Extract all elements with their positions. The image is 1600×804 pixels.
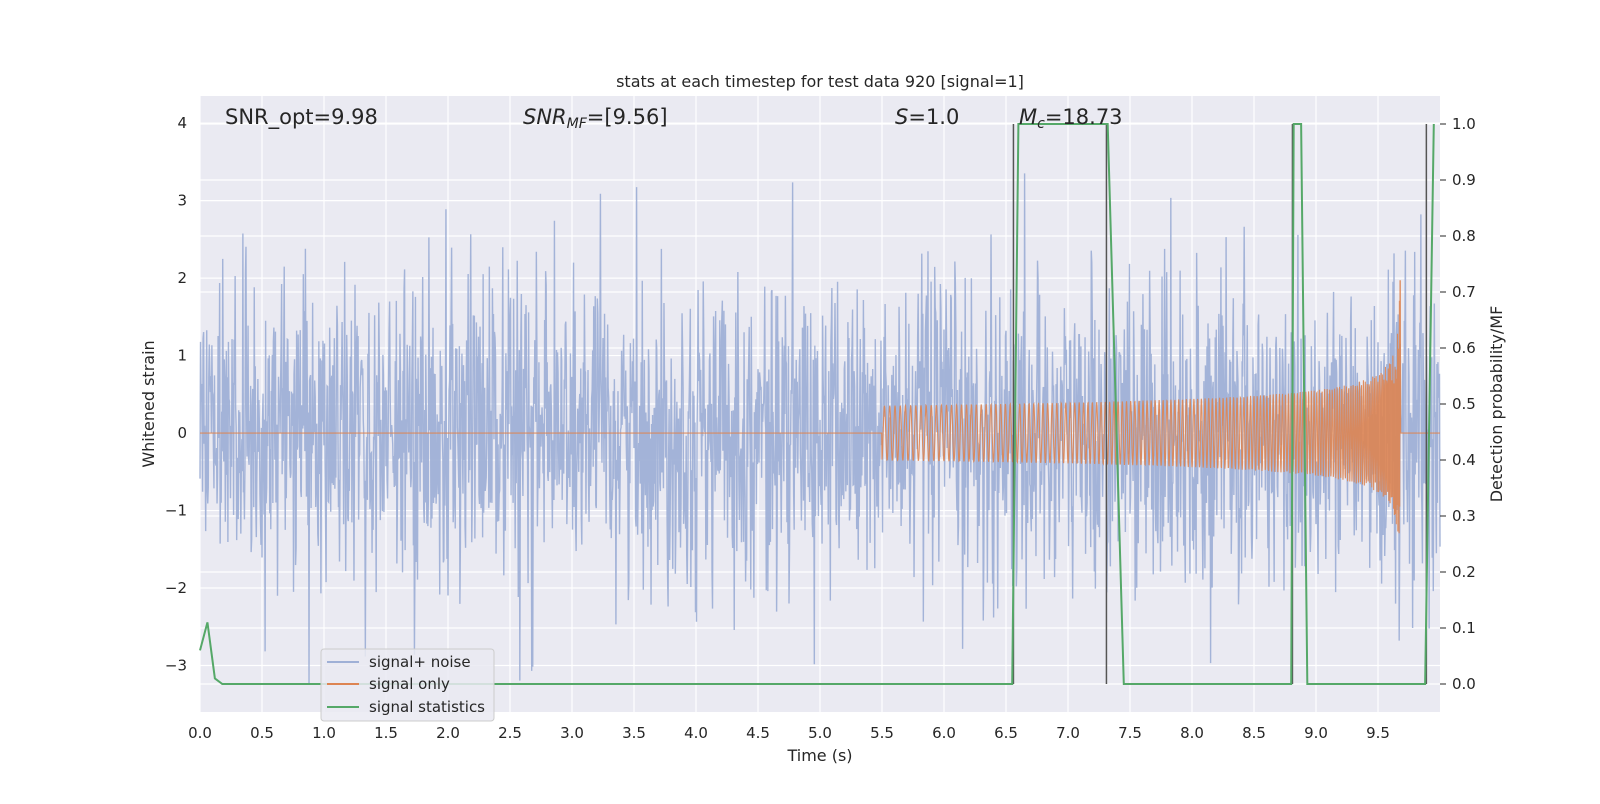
mc-sub: c [1037, 116, 1045, 132]
x-tick-label: 3.0 [560, 724, 584, 742]
chart-title: stats at each timestep for test data 920… [616, 72, 1024, 91]
legend-label-signal: signal only [369, 675, 450, 693]
x-tick-label: 8.5 [1242, 724, 1266, 742]
s-value: =1.0 [908, 105, 959, 129]
x-tick-label: 6.5 [994, 724, 1018, 742]
y-tick-label: −3 [165, 657, 187, 675]
legend-label-stats: signal statistics [369, 698, 485, 716]
x-tick-label: 5.5 [870, 724, 894, 742]
y-tick-label: 0 [177, 424, 187, 442]
x-tick-label: 9.0 [1304, 724, 1328, 742]
x-tick-label: 1.5 [374, 724, 398, 742]
y2-tick-label: 0.2 [1452, 563, 1476, 581]
x-tick-label: 4.5 [746, 724, 770, 742]
legend-box [320, 648, 495, 722]
y-tick-label: 3 [177, 192, 187, 210]
series-line-signal-only [200, 280, 1440, 534]
y2-tick-label: 0.5 [1452, 395, 1476, 413]
x-tick-label: 0.5 [250, 724, 274, 742]
mc-value: =18.73 [1045, 105, 1123, 129]
y2-tick-label: 1.0 [1452, 115, 1476, 133]
x-tick-label: 1.0 [312, 724, 336, 742]
legend-label-noise: signal+ noise [369, 653, 471, 671]
y2-tick-label: 0.4 [1452, 451, 1476, 469]
s-base: S [895, 105, 908, 129]
x-tick-label: 7.0 [1056, 724, 1080, 742]
x-tick-label: 2.0 [436, 724, 460, 742]
x-tick-label: 0.0 [188, 724, 212, 742]
mc-base: M [1019, 105, 1037, 129]
y-tick-label: −2 [165, 579, 187, 597]
s-annotation: S=1.0 [895, 105, 959, 129]
series-line-signal-statistics [199, 123, 1435, 685]
tick-labels: 0.0 0.5 1.0 1.5 2.0 2.5 3.0 3.5 4.0 4.5 5.0 5.5 6.0 6… [165, 114, 1476, 742]
y2-tick-label: 0.6 [1452, 339, 1476, 357]
x-tick-label: 3.5 [622, 724, 646, 742]
y2-tick-label: 0.8 [1452, 227, 1476, 245]
y2-tick-label: 0.1 [1452, 619, 1476, 637]
y2-axis-label: Detection probability/MF [1487, 306, 1506, 503]
x-tick-label: 2.5 [498, 724, 522, 742]
snr-mf-annotation: SNRMF=[9.56] [523, 105, 668, 132]
x-tick-label: 9.5 [1366, 724, 1390, 742]
y2-tick-label: 0.0 [1452, 675, 1476, 693]
series-line-signal-plus-noise [199, 173, 1441, 685]
x-tick-label: 7.5 [1118, 724, 1142, 742]
y-tick-label: 2 [177, 269, 187, 287]
snr-opt-annotation: SNR_opt=9.98 [225, 105, 378, 130]
snr-mf-sub: MF [567, 116, 588, 132]
y-axis-label: Whitened strain [139, 340, 158, 467]
noise-series [199, 173, 1441, 685]
x-tick-label: 5.0 [808, 724, 832, 742]
y2-tick-label: 0.7 [1452, 283, 1476, 301]
x-axis-label: Time (s) [786, 746, 852, 765]
snr-mf-value: =[9.56] [587, 105, 668, 129]
y-tick-label: 4 [177, 114, 187, 132]
y2-tick-label: 0.3 [1452, 507, 1476, 525]
x-tick-label: 8.0 [1180, 724, 1204, 742]
x-tick-label: 4.0 [684, 724, 708, 742]
legend: signal+ noise signal only signal statist… [320, 648, 495, 722]
y-tick-label: −1 [165, 502, 187, 520]
x-tick-label: 6.0 [932, 724, 956, 742]
y-tick-label: 1 [177, 347, 187, 365]
snr-mf-base: SNR [523, 105, 567, 129]
statistics-series [199, 123, 1435, 685]
y2-tick-label: 0.9 [1452, 171, 1476, 189]
mc-annotation: Mc=18.73 [1019, 105, 1123, 132]
signal-only-series [200, 280, 1440, 534]
